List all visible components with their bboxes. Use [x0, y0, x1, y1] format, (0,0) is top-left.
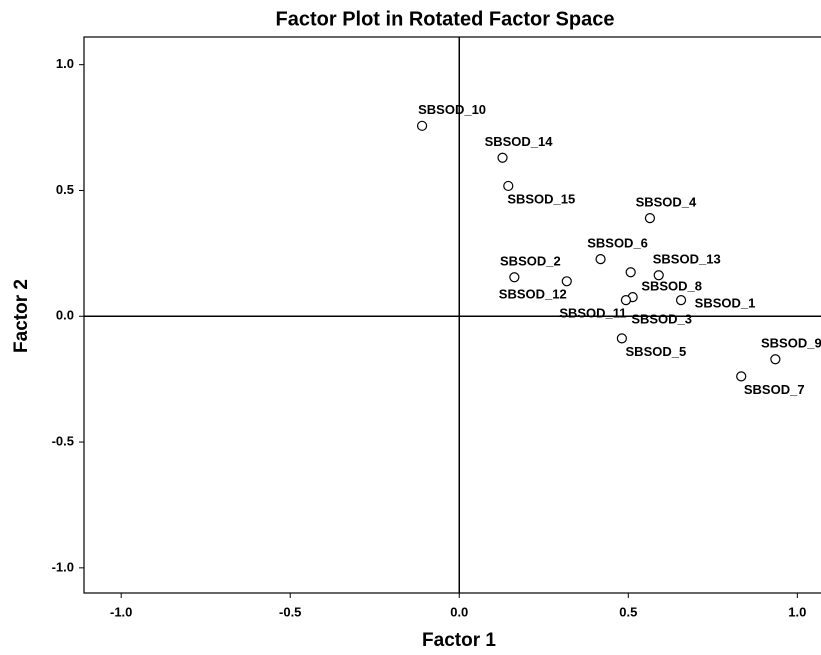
point-label: SBSOD_13 [653, 252, 721, 267]
point-label: SBSOD_15 [507, 191, 575, 206]
y-tick-label: 1.0 [56, 56, 74, 71]
point-label: SBSOD_14 [485, 134, 554, 149]
point-label: SBSOD_7 [744, 382, 805, 397]
y-tick-label: -0.5 [52, 433, 74, 448]
y-tick-label: 0.0 [56, 308, 74, 323]
y-tick-label: -1.0 [52, 559, 74, 574]
point-label: SBSOD_4 [636, 195, 697, 210]
x-tick-label: -1.0 [110, 604, 132, 619]
point [416, 120, 428, 131]
point-label: SBSOD_8 [641, 279, 702, 294]
point-label: SBSOD_10 [418, 102, 486, 117]
point [770, 354, 781, 365]
point-label: SBSOD_12 [499, 287, 567, 302]
point-label: SBSOD_11 [559, 306, 626, 321]
point-label: SBSOD_2 [500, 254, 561, 269]
point [509, 272, 520, 283]
plot-frame [83, 36, 821, 594]
x-tick-label: -0.5 [279, 604, 301, 619]
point-label: SBSOD_9 [761, 336, 821, 351]
point [561, 276, 572, 287]
x-axis-title: Factor 1 [422, 630, 496, 651]
point [653, 270, 664, 281]
point [595, 254, 606, 265]
point-label: SBSOD_6 [587, 236, 648, 251]
x-tick-label: 0.5 [619, 604, 637, 619]
point-label: SBSOD_5 [626, 344, 687, 359]
point [644, 213, 656, 224]
x-tick-label: 1.0 [788, 604, 806, 619]
point [625, 267, 636, 278]
point-label: SBSOD_3 [631, 312, 692, 327]
x-tick-label: 0.0 [450, 604, 468, 619]
point [675, 295, 687, 306]
point [503, 180, 514, 192]
point [497, 152, 508, 163]
point [620, 295, 632, 306]
point-label: SBSOD_1 [695, 296, 756, 311]
y-axis-title: Factor 2 [11, 279, 32, 353]
chart-title: Factor Plot in Rotated Factor Space [276, 8, 615, 30]
point [736, 371, 747, 382]
point [616, 333, 627, 344]
y-tick-label: 0.5 [56, 182, 74, 197]
